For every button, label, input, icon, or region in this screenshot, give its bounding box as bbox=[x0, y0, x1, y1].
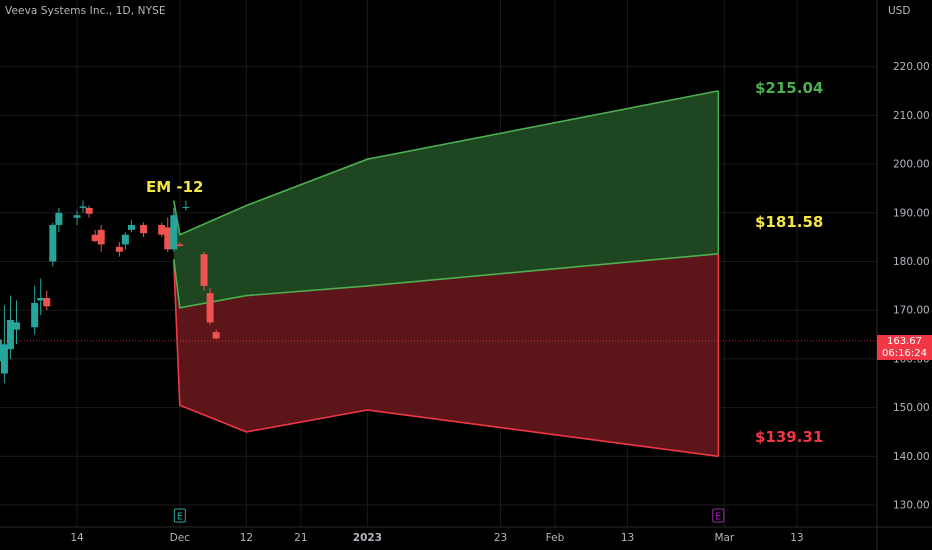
y-tick-label: 170.00 bbox=[893, 305, 930, 317]
earnings-marker bbox=[173, 508, 186, 523]
x-tick-label: 21 bbox=[294, 532, 307, 544]
x-tick-label: 14 bbox=[70, 532, 84, 544]
candle-body bbox=[140, 224, 148, 234]
y-tick-label: 180.00 bbox=[893, 256, 930, 268]
candle-body bbox=[43, 298, 51, 307]
candlesticks bbox=[0, 200, 220, 384]
y-tick-label: 220.00 bbox=[893, 61, 930, 73]
candle-body bbox=[91, 234, 99, 242]
x-tick-label: 12 bbox=[240, 532, 253, 544]
x-tick-label: 2023 bbox=[353, 532, 382, 544]
candle-body bbox=[6, 319, 14, 350]
em-label: EM -12 bbox=[146, 178, 204, 196]
candle-body bbox=[79, 206, 87, 208]
y-tick-label: 140.00 bbox=[893, 451, 930, 463]
candle-body bbox=[158, 224, 166, 235]
y-tick-label: 200.00 bbox=[893, 159, 930, 171]
last-price-tag: 163.67 bbox=[877, 335, 932, 349]
upper-zone-fill bbox=[173, 90, 719, 308]
x-tick-label: Feb bbox=[546, 532, 565, 544]
x-tick-label: Mar bbox=[714, 532, 734, 544]
x-tick-label: Dec bbox=[170, 532, 191, 544]
upper-target-label: $215.04 bbox=[755, 79, 824, 97]
candle-body bbox=[115, 246, 123, 252]
candle-body bbox=[31, 302, 39, 328]
x-tick-label: 23 bbox=[494, 532, 507, 544]
earnings-marker-label: E bbox=[177, 512, 183, 523]
candle-body bbox=[55, 212, 63, 225]
x-tick-label: 13 bbox=[790, 532, 803, 544]
y-tick-label: 190.00 bbox=[893, 207, 930, 219]
earnings-marker-label: E bbox=[715, 512, 721, 523]
candle-body bbox=[200, 254, 208, 286]
candle-body bbox=[212, 332, 220, 339]
lower-boundary-line bbox=[173, 261, 719, 458]
candle-body bbox=[121, 234, 129, 245]
lower-zone-fill bbox=[173, 253, 719, 457]
candle-body bbox=[49, 224, 57, 262]
candle-body bbox=[73, 215, 81, 218]
y-tick-label: 150.00 bbox=[893, 402, 930, 414]
candle-body bbox=[85, 207, 93, 214]
x-tick-label: 13 bbox=[621, 532, 634, 544]
earnings-marker bbox=[712, 508, 725, 523]
middle-target-label: $181.58 bbox=[755, 213, 824, 231]
symbol-title: Veeva Systems Inc., 1D, NYSE bbox=[5, 5, 166, 17]
expected-move-zones bbox=[173, 90, 719, 458]
candle-body bbox=[13, 322, 20, 330]
upper-boundary-line bbox=[173, 90, 719, 236]
currency-label[interactable]: USD bbox=[888, 5, 911, 17]
candle-body bbox=[37, 298, 45, 301]
candle-body bbox=[176, 244, 184, 246]
middle-boundary-line bbox=[173, 253, 719, 309]
candle-body bbox=[127, 224, 135, 230]
candle-body bbox=[206, 293, 214, 323]
y-tick-label: 130.00 bbox=[893, 500, 930, 512]
candle-body bbox=[182, 206, 190, 208]
price-axis[interactable]: 130.00140.00150.00160.00170.00180.00190.… bbox=[893, 61, 930, 511]
bar-countdown-tag: 06:16:24 bbox=[877, 348, 932, 360]
candle-body bbox=[164, 227, 172, 250]
time-axis[interactable]: 14 Dec 12 21 2023 23 Feb 13 Mar 13 bbox=[70, 532, 803, 544]
candle-body bbox=[170, 215, 178, 250]
y-tick-label: 210.00 bbox=[893, 110, 930, 122]
candle-body bbox=[97, 229, 105, 245]
candle-body bbox=[0, 344, 8, 374]
lower-target-label: $139.31 bbox=[755, 428, 824, 446]
